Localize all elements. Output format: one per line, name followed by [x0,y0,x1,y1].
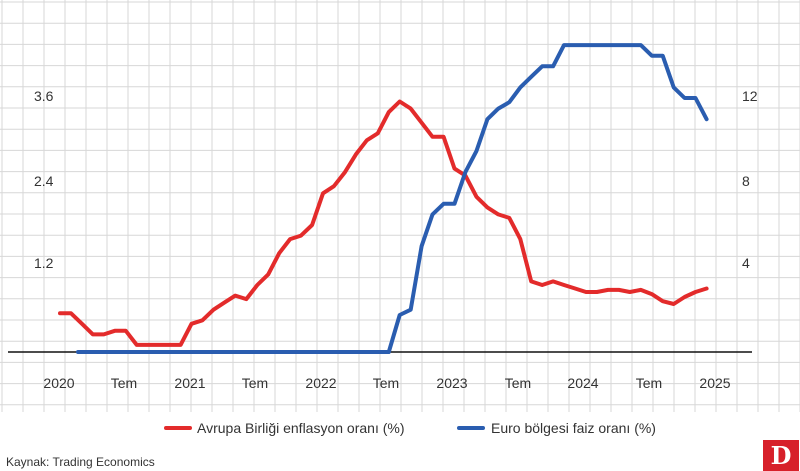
x-tick-label: Tem [636,375,662,391]
y-left-tick-label: 1.2 [34,255,54,271]
legend: Avrupa Birliği enflasyon oranı (%) Euro b… [0,412,800,442]
x-tick-label: 2020 [43,375,74,391]
y-right-tick-label: 12 [742,88,758,104]
x-tick-label: Tem [373,375,399,391]
y-left-tick-label: 3.6 [34,88,54,104]
y-left-tick-label: 2.4 [34,173,54,189]
legend-label: Euro bölgesi faiz oranı (%) [491,420,656,436]
x-tick-label: Tem [242,375,268,391]
inflation-line [58,99,709,347]
x-tick-label: Tem [505,375,531,391]
x-tick-label: 2025 [699,375,730,391]
x-tick-label: 2022 [305,375,336,391]
axes: 1.2 2.4 3.6 4 8 12 2020 Tem 2021 Tem 2022 Tem 2023 Te… [8,88,758,391]
x-tick-label: 2021 [174,375,205,391]
x-tick-label: Tem [111,375,137,391]
grid [0,0,800,412]
x-tick-label: 2023 [436,375,467,391]
interest-rate-line [76,43,709,354]
logo: D [763,440,799,471]
legend-background [0,412,800,442]
y-right-tick-label: 4 [742,255,750,271]
source-note: Kaynak: Trading Economics [6,455,155,469]
series-lines [58,43,709,354]
y-right-tick-label: 8 [742,173,750,189]
x-tick-label: 2024 [567,375,598,391]
legend-label: Avrupa Birliği enflasyon oranı (%) [197,420,405,436]
